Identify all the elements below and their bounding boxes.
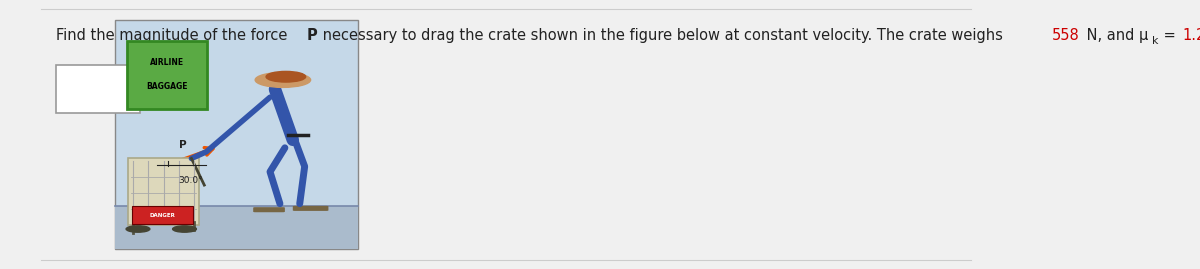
Text: AIRLINE: AIRLINE	[150, 58, 185, 67]
Text: P: P	[307, 28, 318, 43]
Text: Find the magnitude of the force: Find the magnitude of the force	[56, 28, 292, 43]
FancyBboxPatch shape	[56, 65, 140, 113]
Circle shape	[173, 226, 197, 232]
Circle shape	[256, 72, 311, 87]
FancyBboxPatch shape	[132, 206, 193, 224]
FancyBboxPatch shape	[115, 20, 358, 249]
Text: BAGGAGE: BAGGAGE	[146, 82, 188, 91]
Text: necessary to drag the crate shown in the figure below at constant velocity. The : necessary to drag the crate shown in the…	[318, 28, 1008, 43]
Text: DANGER: DANGER	[150, 213, 175, 218]
Circle shape	[266, 71, 306, 82]
FancyBboxPatch shape	[128, 158, 199, 225]
FancyBboxPatch shape	[253, 207, 284, 212]
Text: 1.2: 1.2	[1182, 28, 1200, 43]
Text: =: =	[1159, 28, 1181, 43]
Text: N, and μ: N, and μ	[1082, 28, 1148, 43]
FancyBboxPatch shape	[115, 206, 358, 249]
Circle shape	[126, 226, 150, 232]
Text: k: k	[1152, 36, 1159, 46]
Text: P: P	[179, 140, 186, 150]
Text: 30.0°: 30.0°	[179, 176, 203, 185]
FancyBboxPatch shape	[293, 206, 329, 211]
FancyBboxPatch shape	[127, 41, 208, 109]
Text: 558: 558	[1052, 28, 1080, 43]
